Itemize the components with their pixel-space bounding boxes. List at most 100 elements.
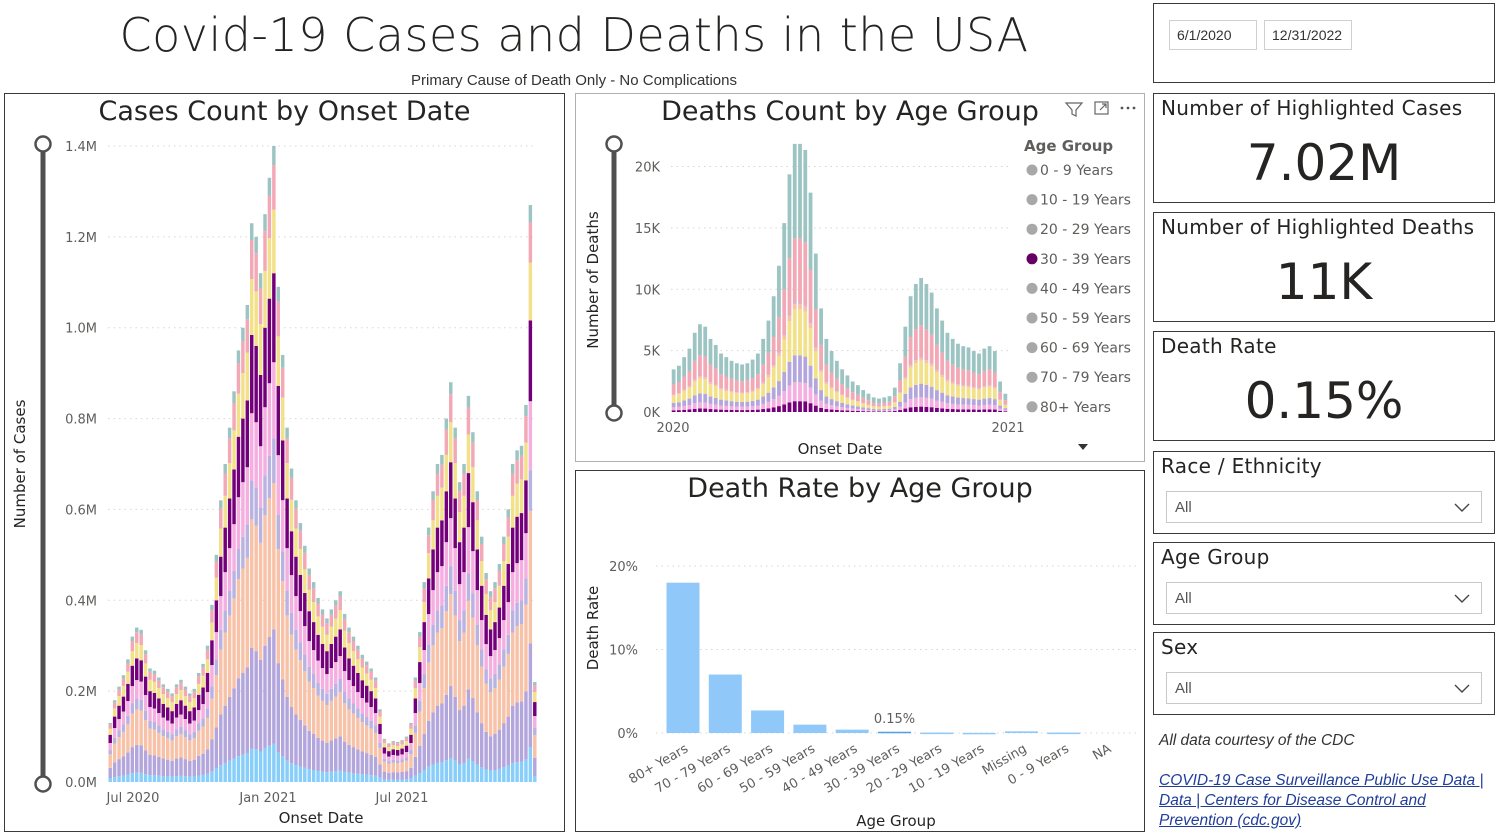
bar-segment[interactable] xyxy=(977,389,981,400)
bar-segment[interactable] xyxy=(708,403,713,410)
bar-segment[interactable] xyxy=(431,520,435,550)
bar-segment[interactable] xyxy=(729,391,734,393)
bar-segment[interactable] xyxy=(475,520,480,550)
bar-segment[interactable] xyxy=(205,692,210,709)
bar-segment[interactable] xyxy=(307,568,311,575)
bar-segment[interactable] xyxy=(409,767,413,779)
bar-segment[interactable] xyxy=(671,410,676,412)
bar-segment[interactable] xyxy=(479,666,484,724)
bar-segment[interactable] xyxy=(254,525,258,652)
bar-segment[interactable] xyxy=(400,762,404,772)
bar-segment[interactable] xyxy=(908,407,913,412)
bar-segment[interactable] xyxy=(687,398,692,405)
bar-segment[interactable] xyxy=(250,480,254,520)
bar-segment[interactable] xyxy=(303,626,307,655)
bar-segment[interactable] xyxy=(329,771,334,782)
bar-segment[interactable] xyxy=(515,516,519,564)
bar-segment[interactable] xyxy=(241,373,245,419)
bar-segment[interactable] xyxy=(803,356,808,383)
bar-segment[interactable] xyxy=(877,411,881,412)
bar-segment[interactable] xyxy=(892,387,897,397)
bar-segment[interactable] xyxy=(161,729,166,737)
bar-segment[interactable] xyxy=(117,705,121,720)
bar-segment[interactable] xyxy=(892,411,897,412)
bar-segment[interactable] xyxy=(528,470,533,511)
bar-segment[interactable] xyxy=(303,545,307,553)
bar-segment[interactable] xyxy=(188,760,192,777)
bar-segment[interactable] xyxy=(161,717,166,730)
bar-segment[interactable] xyxy=(502,620,506,650)
bar-segment[interactable] xyxy=(493,734,497,771)
bar-segment[interactable] xyxy=(347,658,351,681)
bar-segment[interactable] xyxy=(971,388,976,400)
bar-segment[interactable] xyxy=(351,665,356,687)
bar-segment[interactable] xyxy=(898,406,902,411)
bar-segment[interactable] xyxy=(351,773,356,782)
bar-segment[interactable] xyxy=(174,736,179,759)
legend-item[interactable]: 20 - 29 Years xyxy=(1026,222,1131,238)
bar-segment[interactable] xyxy=(998,405,1002,409)
bar-segment[interactable] xyxy=(998,381,1002,393)
bar-segment[interactable] xyxy=(404,745,409,753)
bar-segment[interactable] xyxy=(834,391,839,393)
bar-segment[interactable] xyxy=(479,544,484,562)
bar-segment[interactable] xyxy=(130,713,135,748)
bar-segment[interactable] xyxy=(205,717,210,750)
bar-segment[interactable] xyxy=(325,618,329,624)
bar-segment[interactable] xyxy=(798,309,802,356)
bar-segment[interactable] xyxy=(940,377,945,393)
bar-segment[interactable] xyxy=(360,658,365,668)
legend-item[interactable]: 10 - 19 Years xyxy=(1026,193,1131,209)
bar-segment[interactable] xyxy=(316,682,320,696)
bar-segment[interactable] xyxy=(382,779,387,782)
bar-segment[interactable] xyxy=(307,730,311,770)
bar-segment[interactable] xyxy=(409,722,413,725)
bar-segment[interactable] xyxy=(245,667,250,754)
bar-segment[interactable] xyxy=(347,698,351,710)
bar-segment[interactable] xyxy=(347,642,351,659)
bar-segment[interactable] xyxy=(834,392,839,402)
bar-segment[interactable] xyxy=(510,610,515,633)
bar-segment[interactable] xyxy=(698,355,702,377)
bar-segment[interactable] xyxy=(227,498,232,549)
bar-segment[interactable] xyxy=(351,640,356,652)
bar-segment[interactable] xyxy=(845,398,850,405)
bar-segment[interactable] xyxy=(294,649,298,715)
bar-segment[interactable] xyxy=(824,364,829,383)
bar-segment[interactable] xyxy=(524,578,528,605)
bar-segment[interactable] xyxy=(488,770,493,782)
bar-segment[interactable] xyxy=(466,473,471,528)
bar-segment[interactable] xyxy=(219,765,223,782)
bar-segment[interactable] xyxy=(961,398,966,405)
bar-segment[interactable] xyxy=(365,661,369,666)
bar-segment[interactable] xyxy=(121,685,126,697)
bar-segment[interactable] xyxy=(506,765,510,782)
cases-chart[interactable]: 0.0M 0.2M 0.4M 0.6M 0.8M 1.0M 1.2M 1.4M Jul 2020… xyxy=(5,94,563,830)
bar-segment[interactable] xyxy=(479,649,484,667)
bar-segment[interactable] xyxy=(413,775,418,782)
bar-segment[interactable] xyxy=(528,205,533,223)
bar-segment[interactable] xyxy=(708,382,713,385)
bar-segment[interactable] xyxy=(533,692,537,703)
bar-segment[interactable] xyxy=(457,620,462,642)
bar-segment[interactable] xyxy=(682,376,687,390)
bar-segment[interactable] xyxy=(347,744,351,773)
bar-segment[interactable] xyxy=(174,776,179,782)
bar-segment[interactable] xyxy=(724,400,729,406)
legend-item[interactable]: 0 - 9 Years xyxy=(1026,163,1114,179)
bar-segment[interactable] xyxy=(713,344,718,369)
bar-segment[interactable] xyxy=(866,411,871,412)
bar-segment[interactable] xyxy=(903,326,908,357)
bar-segment[interactable] xyxy=(692,381,697,396)
bar-segment[interactable] xyxy=(510,473,515,496)
bar-segment[interactable] xyxy=(729,409,734,412)
bar-segment[interactable] xyxy=(351,747,356,774)
bar-segment[interactable] xyxy=(950,384,955,397)
bar-segment[interactable] xyxy=(502,536,506,545)
bar-segment[interactable] xyxy=(977,374,981,389)
bar-segment[interactable] xyxy=(1003,409,1008,412)
bar-segment[interactable] xyxy=(382,743,387,748)
start-date-input[interactable]: 6/1/2020 xyxy=(1169,20,1257,50)
bar-segment[interactable] xyxy=(316,634,320,661)
bar-segment[interactable] xyxy=(493,770,497,782)
